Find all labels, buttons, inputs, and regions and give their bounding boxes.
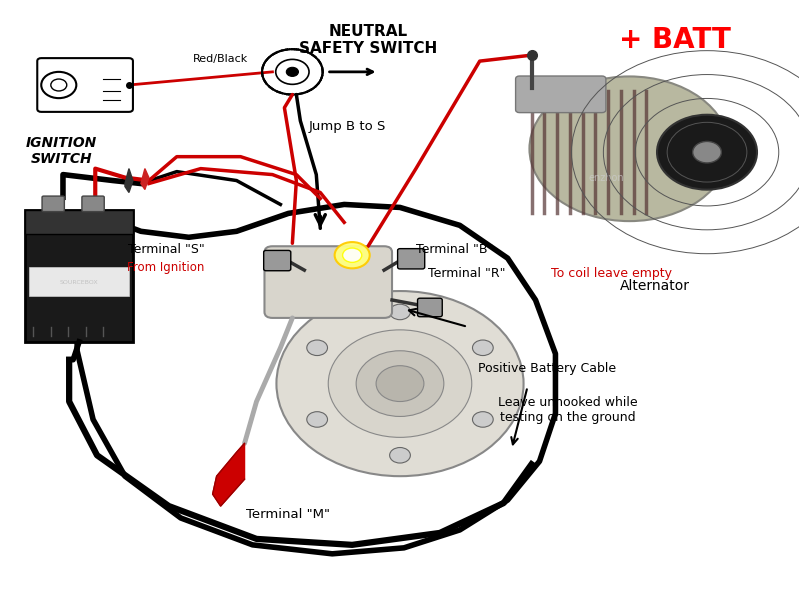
Circle shape (334, 242, 370, 268)
Circle shape (51, 79, 66, 91)
Circle shape (277, 291, 523, 476)
Text: To coil leave empty: To coil leave empty (551, 266, 673, 280)
Circle shape (356, 351, 444, 416)
Ellipse shape (530, 76, 730, 221)
FancyBboxPatch shape (398, 248, 425, 269)
Text: Red/Black: Red/Black (193, 54, 248, 64)
Circle shape (286, 67, 298, 76)
Circle shape (306, 340, 327, 356)
Circle shape (42, 72, 76, 98)
FancyBboxPatch shape (38, 58, 133, 112)
Text: NEUTRAL
SAFETY SWITCH: NEUTRAL SAFETY SWITCH (299, 24, 438, 56)
Text: Terminal "B": Terminal "B" (416, 243, 494, 256)
Circle shape (693, 142, 722, 163)
FancyBboxPatch shape (418, 298, 442, 317)
Polygon shape (125, 169, 133, 193)
Text: Alternator: Alternator (620, 279, 690, 293)
Circle shape (473, 412, 494, 427)
Text: SOURCEBOX: SOURCEBOX (60, 280, 98, 285)
Text: + BATT: + BATT (619, 26, 731, 54)
FancyBboxPatch shape (264, 250, 290, 271)
FancyBboxPatch shape (82, 196, 104, 212)
Circle shape (390, 448, 410, 463)
Text: Jump B to S: Jump B to S (308, 121, 386, 133)
Circle shape (657, 115, 757, 190)
Text: IGNITION
SWITCH: IGNITION SWITCH (26, 136, 97, 166)
Circle shape (306, 412, 327, 427)
Circle shape (342, 248, 362, 262)
FancyBboxPatch shape (26, 211, 133, 342)
Text: Terminal "M": Terminal "M" (246, 509, 330, 521)
FancyBboxPatch shape (26, 211, 133, 235)
FancyBboxPatch shape (265, 246, 392, 318)
FancyBboxPatch shape (30, 267, 129, 296)
Text: Positive Battery Cable: Positive Battery Cable (478, 362, 617, 375)
Text: From Ignition: From Ignition (127, 260, 205, 274)
Circle shape (328, 330, 472, 437)
Circle shape (390, 304, 410, 320)
Text: Terminal "S": Terminal "S" (128, 243, 205, 256)
Text: Leave unhooked while
testing on the ground: Leave unhooked while testing on the grou… (498, 397, 638, 424)
FancyBboxPatch shape (42, 196, 64, 212)
Text: Terminal "R": Terminal "R" (428, 266, 506, 280)
Circle shape (376, 365, 424, 401)
Circle shape (473, 340, 494, 356)
Polygon shape (141, 169, 149, 190)
FancyBboxPatch shape (515, 76, 606, 113)
Polygon shape (213, 443, 245, 506)
Text: enzhon: enzhon (588, 173, 624, 183)
Circle shape (276, 59, 309, 85)
